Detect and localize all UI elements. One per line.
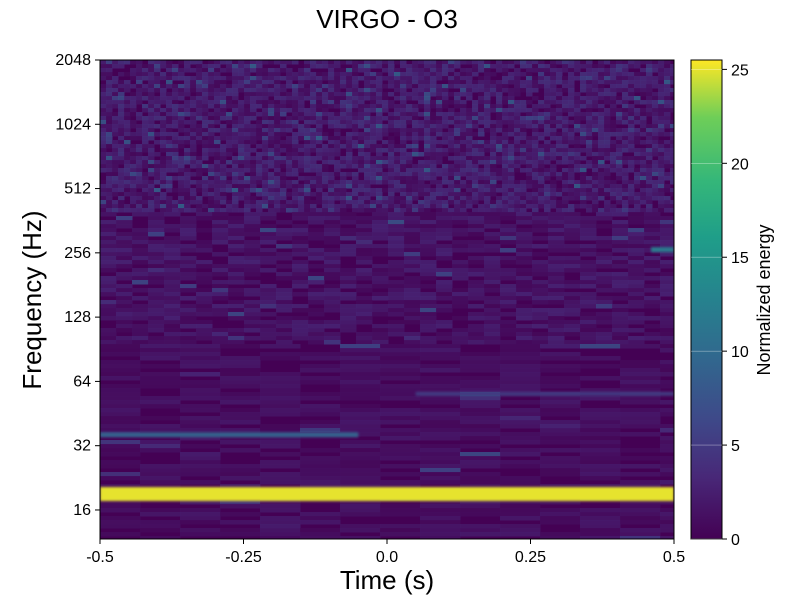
y-tick-label: 64 (73, 373, 91, 390)
x-tick-label: -0.5 (86, 549, 114, 566)
energy-band-0 (100, 487, 674, 502)
background-noise (100, 60, 674, 539)
y-tick-label: 16 (73, 502, 91, 519)
y-tick-label: 128 (64, 309, 91, 326)
y-tick-label: 1024 (55, 116, 91, 133)
y-tick-label: 2048 (55, 52, 91, 69)
energy-band-1 (100, 432, 359, 438)
x-tick-label: -0.25 (225, 549, 262, 566)
x-tick-label: 0.0 (376, 549, 398, 566)
x-tick-label: 0.5 (663, 549, 685, 566)
colorbar: 0 5 10 15 20 25 Normalized energy (690, 59, 774, 549)
x-axis: -0.5 -0.25 0.0 0.25 0.5 (86, 539, 685, 566)
colorbar-gradient (690, 59, 723, 540)
colorbar-tick-label: 15 (731, 250, 749, 267)
colorbar-label: Normalized energy (754, 224, 774, 375)
plot-area (99, 59, 675, 540)
energy-band-3 (415, 391, 674, 396)
chart-title: VIRGO - O3 (316, 4, 458, 34)
x-axis-label: Time (s) (340, 565, 434, 595)
colorbar-tick-label: 20 (731, 156, 749, 173)
x-tick-label: 0.25 (515, 549, 546, 566)
colorbar-tick-label: 0 (731, 532, 740, 549)
energy-band-2 (651, 247, 674, 253)
y-axis: 16 32 64 128 256 512 1024 2048 (55, 52, 100, 519)
y-tick-label: 32 (73, 438, 91, 455)
colorbar-tick-label: 5 (731, 438, 740, 455)
y-tick-label: 512 (64, 181, 91, 198)
colorbar-tick-label: 25 (731, 62, 749, 79)
y-tick-label: 256 (64, 245, 91, 262)
colorbar-tick-label: 10 (731, 344, 749, 361)
y-axis-label: Frequency (Hz) (17, 210, 47, 389)
